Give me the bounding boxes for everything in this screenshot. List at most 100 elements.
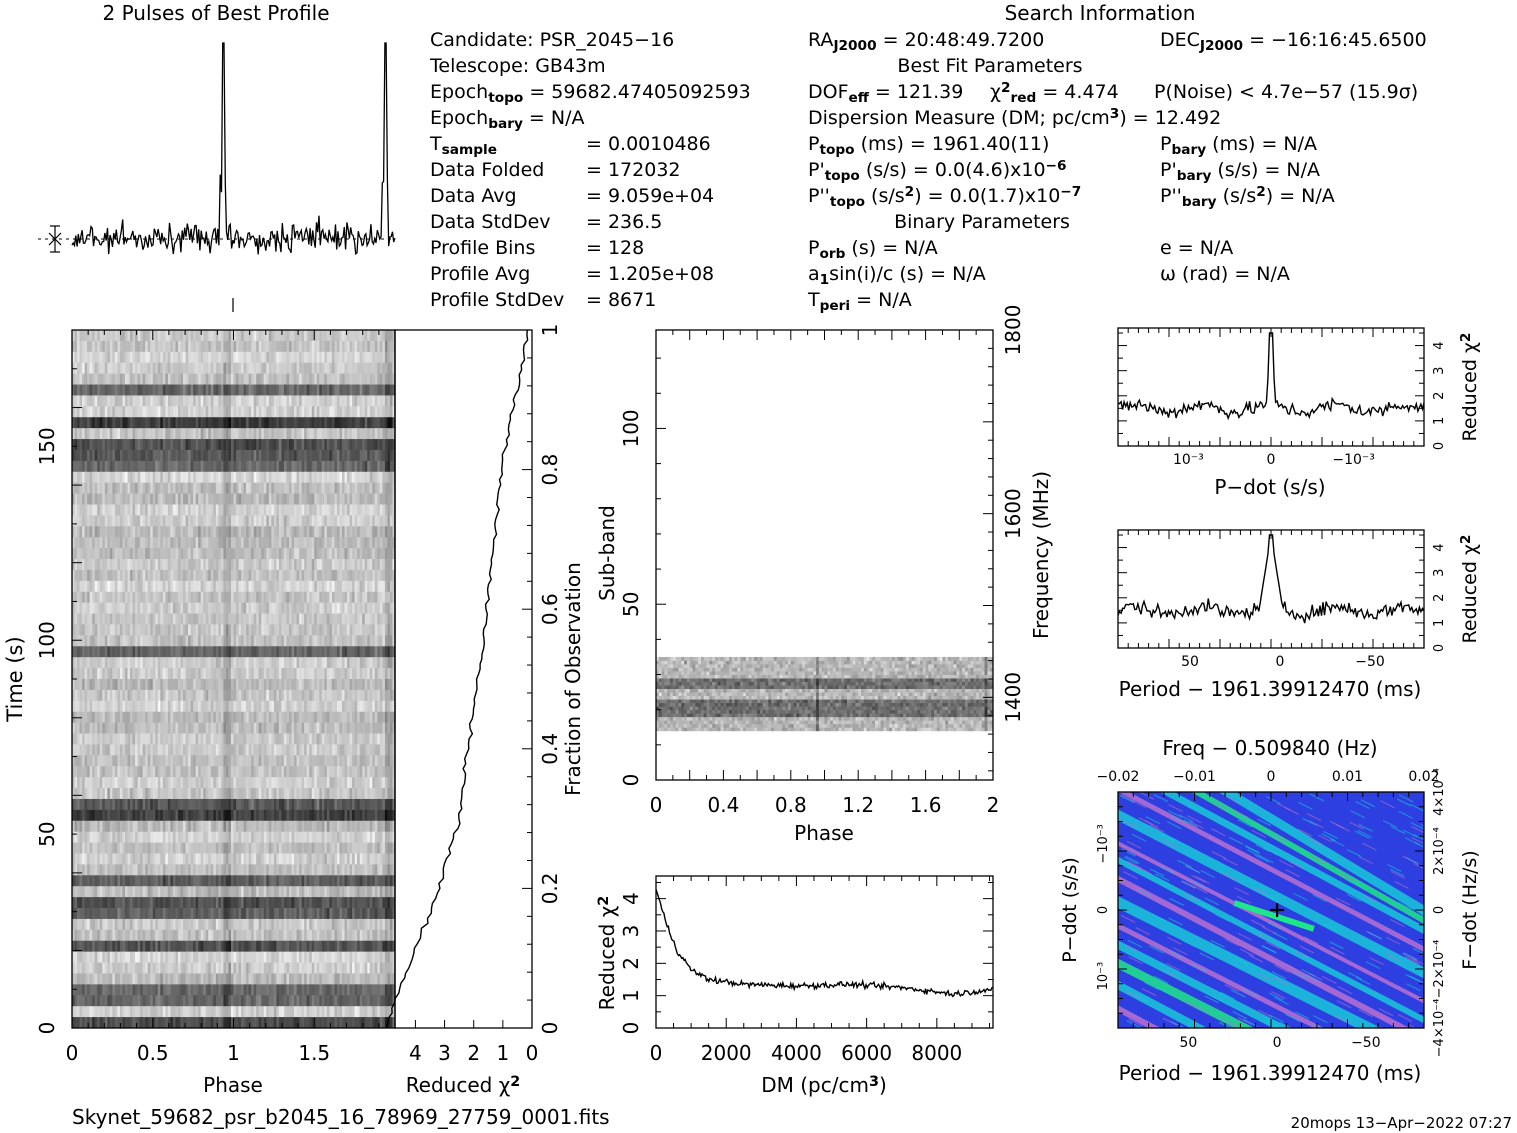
tp-cell	[369, 515, 373, 527]
tp-cell	[344, 471, 348, 484]
tp-cell	[89, 395, 93, 407]
tp-cell	[329, 646, 333, 658]
tp-cell	[124, 384, 128, 396]
tp-cell	[132, 569, 136, 582]
tp-cell	[342, 711, 345, 724]
tp-cell	[286, 711, 290, 724]
tp-cell	[321, 330, 325, 342]
tp-cell	[331, 482, 335, 494]
tp-cell	[145, 580, 149, 593]
tp-cell	[342, 548, 345, 560]
tp-cell	[150, 406, 154, 418]
tp-cell	[301, 548, 305, 560]
tp-cell	[94, 373, 98, 385]
tp-cell	[203, 635, 207, 647]
tp-cell	[319, 537, 323, 549]
tp-cell	[124, 373, 128, 385]
tp-cell	[215, 439, 219, 451]
tp-cell	[82, 395, 86, 407]
tp-cell	[271, 733, 275, 745]
tp-cell	[389, 384, 393, 396]
tp-cell	[82, 679, 86, 691]
tp-cell	[251, 395, 255, 407]
tp-cell	[294, 700, 297, 713]
tp-cell	[253, 733, 257, 745]
tp-cell	[175, 384, 179, 396]
tp-cell	[190, 351, 194, 364]
tp-cell	[170, 646, 174, 658]
tp-cell	[372, 733, 376, 745]
tp-cell	[296, 602, 300, 614]
tp-cell	[107, 340, 111, 353]
tp-cell	[94, 624, 98, 636]
tp-cell	[175, 569, 179, 582]
tp-cell	[122, 395, 126, 407]
tp-cell	[344, 384, 348, 396]
tp-cell	[94, 646, 98, 658]
tp-cell	[372, 646, 376, 658]
tp-cell	[124, 657, 128, 669]
tp-cell	[205, 744, 209, 756]
tp-cell	[190, 624, 194, 636]
tp-cell	[369, 559, 373, 571]
tp-cell	[354, 722, 358, 734]
tp-cell	[193, 515, 197, 527]
tp-cell	[152, 591, 156, 604]
tp-cell	[104, 657, 108, 669]
tp-cell	[362, 548, 366, 560]
tp-cell	[349, 559, 353, 571]
tp-cell	[364, 384, 368, 396]
tp-cell	[362, 679, 366, 691]
tp-cell	[97, 580, 101, 593]
tp-cell	[271, 406, 275, 418]
tp-cell	[331, 417, 335, 429]
tp-cell	[122, 711, 126, 724]
tp-cell	[215, 613, 219, 625]
tp-cell	[354, 526, 358, 538]
tp-cell	[306, 482, 310, 494]
tp-cell	[233, 559, 237, 571]
tp-cell	[283, 493, 287, 505]
tp-cell	[256, 417, 260, 429]
tp-cell	[256, 744, 260, 756]
tp-cell	[180, 504, 184, 516]
tp-cell	[119, 373, 123, 385]
tp-cell	[326, 646, 330, 658]
tp-cell	[210, 722, 214, 734]
tp-cell	[354, 515, 358, 527]
tp-cell	[147, 439, 151, 451]
tp-cell	[369, 395, 373, 407]
tp-cell	[155, 602, 159, 614]
tp-cell	[167, 526, 171, 538]
tp-cell	[130, 657, 133, 669]
tp-cell	[72, 340, 75, 353]
tp-cell	[94, 340, 98, 353]
tp-cell	[172, 668, 176, 680]
tp-cell	[266, 373, 270, 385]
tp-cell	[347, 406, 350, 418]
tp-cell	[74, 482, 78, 494]
tp-cell	[243, 471, 247, 484]
tp-cell	[165, 668, 169, 680]
tp-cell	[150, 635, 154, 647]
tp-cell	[124, 515, 128, 527]
tp-cell	[299, 559, 303, 571]
tp-cell	[271, 602, 275, 614]
tp-cell	[342, 580, 345, 593]
tp-cell	[309, 602, 313, 614]
tp-cell	[200, 471, 204, 484]
tp-cell	[142, 504, 146, 516]
tp-cell	[291, 373, 295, 385]
tp-cell	[132, 635, 136, 647]
tp-cell	[210, 439, 214, 451]
tp-cell	[122, 362, 126, 375]
tp-cell	[392, 504, 396, 516]
tp-cell	[130, 449, 133, 462]
tp-cell	[167, 351, 171, 364]
tp-cell	[301, 646, 305, 658]
tp-cell	[266, 559, 270, 571]
tp-cell	[89, 460, 93, 473]
tp-cell	[72, 689, 75, 702]
tp-cell	[316, 613, 320, 625]
tp-cell	[117, 722, 121, 734]
